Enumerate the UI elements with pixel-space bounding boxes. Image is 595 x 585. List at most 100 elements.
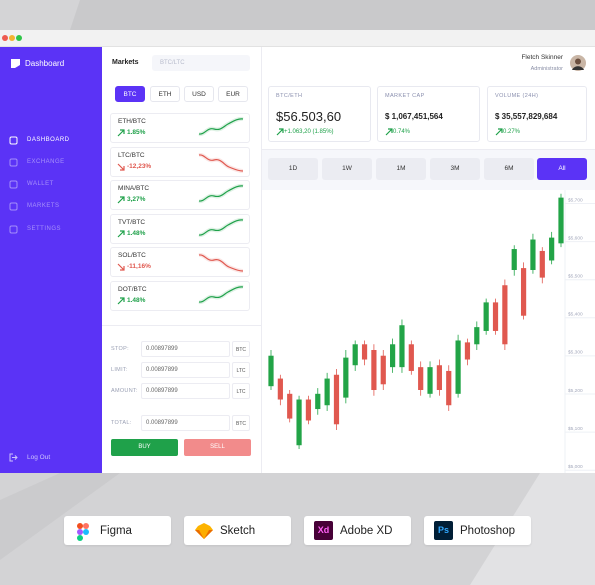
- buy-button[interactable]: BUY: [111, 439, 178, 456]
- candle-body: [427, 367, 433, 394]
- logo-text: Dashboard: [25, 58, 65, 68]
- arrow-path: [117, 196, 125, 204]
- sidebar: [0, 47, 102, 473]
- candle-body: [287, 393, 293, 419]
- market-card[interactable]: [110, 147, 250, 177]
- sparkline-line: [198, 254, 244, 272]
- field-label: STOP:: [111, 346, 129, 352]
- stat-change: 0.74%: [393, 129, 411, 135]
- window-close[interactable]: [2, 35, 8, 41]
- period-button[interactable]: 1W: [322, 158, 372, 180]
- period-button[interactable]: All: [537, 158, 587, 180]
- trend-arrow: [117, 230, 125, 238]
- period-button[interactable]: 1M: [376, 158, 426, 180]
- nav-icon-shape: [9, 158, 18, 167]
- field-label: LIMIT:: [111, 367, 128, 373]
- market-tab[interactable]: ETH: [150, 86, 180, 102]
- nav-icon: [9, 202, 18, 211]
- candle-body: [549, 237, 555, 261]
- trend-arrow: [117, 163, 125, 171]
- nav-icon: [9, 180, 18, 189]
- pair-change: 3,27%: [127, 196, 146, 203]
- market-tab[interactable]: EUR: [218, 86, 248, 102]
- logout[interactable]: Log Out: [27, 453, 51, 461]
- stat-change: +1.063,20 (1.85%): [284, 129, 334, 135]
- nav-icon-shape: [9, 225, 18, 234]
- sparkline-line: [198, 154, 244, 172]
- user-role: Administrator: [530, 66, 563, 72]
- sell-button[interactable]: SELL: [184, 439, 251, 456]
- tool-badge-icon: Ps: [434, 521, 453, 540]
- candle-body: [492, 302, 499, 331]
- nav-item[interactable]: SETTINGS: [27, 226, 62, 232]
- trend-arrow: [117, 263, 125, 271]
- tool-name: Photoshop: [460, 524, 515, 537]
- search-placeholder: BTC/LTC: [160, 60, 185, 66]
- trend-arrow: [495, 128, 503, 136]
- candle-body: [371, 350, 377, 390]
- candle-body: [324, 378, 330, 406]
- pair-name: LTC/BTC: [118, 152, 145, 159]
- market-tab[interactable]: BTC: [115, 86, 145, 102]
- tool-name: Adobe XD: [340, 524, 393, 537]
- sparkline-line: [198, 286, 244, 303]
- candle-body: [418, 367, 424, 390]
- market-tab[interactable]: USD: [184, 86, 214, 102]
- candle-body: [352, 344, 358, 366]
- sparkline: [198, 183, 244, 204]
- market-card[interactable]: [110, 247, 250, 277]
- market-card[interactable]: [110, 113, 250, 143]
- field-unit: BTC: [232, 415, 250, 431]
- arrow-path: [117, 263, 125, 271]
- figma-part: [83, 529, 89, 535]
- sketch-facet: [199, 530, 209, 539]
- period-button[interactable]: 6M: [484, 158, 534, 180]
- candle-body: [315, 393, 321, 410]
- market-card[interactable]: [110, 180, 250, 210]
- sparkline: [198, 284, 244, 305]
- nav-item[interactable]: MARKETS: [27, 203, 60, 209]
- tool-icon: [77, 523, 89, 541]
- field-input[interactable]: [141, 383, 230, 399]
- market-card[interactable]: [110, 281, 250, 311]
- search-box[interactable]: BTC/LTC: [152, 55, 250, 71]
- pair-name: ETH/BTC: [118, 118, 146, 125]
- pair-name: SOL/BTC: [118, 252, 146, 259]
- candle-body: [296, 399, 302, 446]
- nav-item[interactable]: DASHBOARD: [27, 137, 70, 143]
- field-label: AMOUNT:: [111, 388, 138, 394]
- period-button[interactable]: 3M: [430, 158, 480, 180]
- stat-card: [268, 86, 371, 142]
- period-button[interactable]: 1D: [268, 158, 318, 180]
- candle-body: [558, 197, 564, 244]
- avatar-body: [572, 66, 584, 70]
- field-input[interactable]: [141, 362, 230, 378]
- candle-body: [520, 268, 527, 316]
- y-tick-label: $5,200: [568, 388, 583, 394]
- window-maximize[interactable]: [16, 35, 22, 41]
- nav-item[interactable]: EXCHANGE: [27, 159, 65, 165]
- candle-body: [446, 370, 452, 406]
- field-input[interactable]: [141, 341, 230, 357]
- field-unit: LTC: [232, 362, 250, 378]
- figma-part: [77, 535, 83, 541]
- market-card[interactable]: [110, 214, 250, 244]
- candle-body: [268, 355, 274, 387]
- arrow-path: [495, 128, 503, 136]
- candle-body: [502, 285, 508, 345]
- nav-item[interactable]: WALLET: [27, 181, 54, 187]
- field-input[interactable]: [141, 415, 230, 431]
- figma-part: [83, 523, 89, 529]
- tool-icon: [195, 523, 213, 539]
- y-tick-label: $5,100: [568, 426, 583, 432]
- candle-body: [399, 325, 405, 368]
- sparkline-line: [198, 219, 244, 236]
- candle-body: [361, 344, 368, 360]
- window-minimize[interactable]: [9, 35, 15, 41]
- pair-change: 1.48%: [127, 297, 146, 304]
- candle-body: [305, 399, 312, 421]
- markets-title: Markets: [112, 59, 139, 66]
